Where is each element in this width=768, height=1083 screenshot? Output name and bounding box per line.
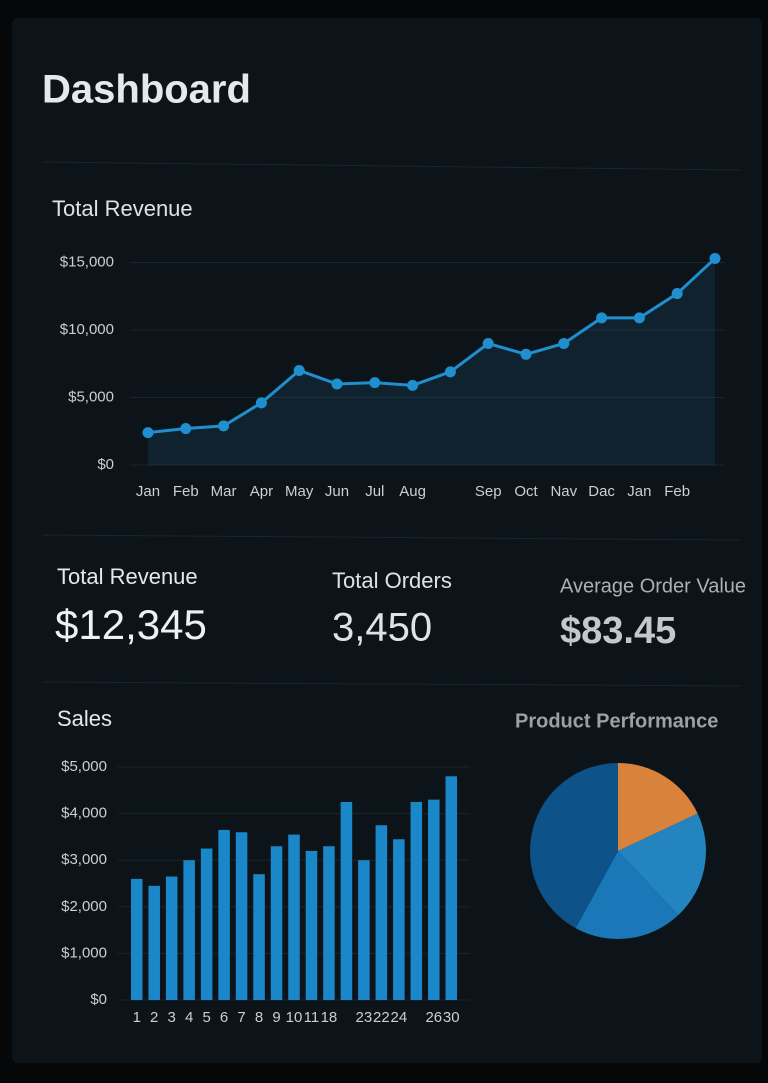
bar xyxy=(288,834,300,1000)
x-tick-label: 3 xyxy=(168,1009,176,1026)
point xyxy=(331,378,343,390)
y-tick-label: $10,000 xyxy=(60,321,114,338)
y-tick-label: $3,000 xyxy=(61,851,107,868)
x-tick-label: Jul xyxy=(365,483,384,500)
area xyxy=(148,258,715,465)
y-tick-label: $1,000 xyxy=(61,944,107,961)
bar xyxy=(270,846,283,1000)
x-tick-label: 1 xyxy=(133,1009,141,1026)
point xyxy=(407,379,419,391)
chart-title: Product Performance xyxy=(515,710,718,732)
bar xyxy=(148,885,160,1000)
x-tick-label: 4 xyxy=(185,1009,193,1026)
bar xyxy=(200,848,213,1000)
chart-title: Sales xyxy=(57,706,112,731)
x-tick-label: 5 xyxy=(202,1009,210,1026)
point xyxy=(444,366,456,378)
x-tick-label: 18 xyxy=(321,1009,338,1026)
x-tick-label: 22 xyxy=(373,1009,390,1026)
point xyxy=(218,420,230,432)
x-tick-label: 26 xyxy=(425,1009,442,1026)
x-tick-label: 8 xyxy=(255,1009,263,1026)
bar xyxy=(165,876,178,1000)
x-tick-label: Jan xyxy=(627,483,651,500)
bar xyxy=(183,860,195,1000)
bar xyxy=(340,801,353,1000)
x-tick-label: Jun xyxy=(325,483,349,500)
x-tick-label: 10 xyxy=(286,1009,303,1026)
x-tick-label: Oct xyxy=(514,483,538,500)
y-tick-label: $4,000 xyxy=(61,805,107,822)
x-tick-label: Aug xyxy=(399,483,426,500)
y-tick-label: $5,000 xyxy=(68,388,114,405)
divider xyxy=(41,681,741,687)
y-tick-label: $0 xyxy=(90,991,107,1008)
pie-slice xyxy=(530,763,618,929)
bar xyxy=(375,825,388,1000)
kpi-label: Average Order Value xyxy=(560,575,746,597)
bar xyxy=(358,860,370,1000)
y-tick-label: $15,000 xyxy=(60,253,114,270)
point xyxy=(671,288,683,300)
pie-slice xyxy=(575,851,679,940)
x-tick-label: 11 xyxy=(304,1009,320,1026)
chart-title: Total Revenue xyxy=(52,196,193,221)
kpi-label: Total Revenue xyxy=(57,564,198,589)
x-tick-label: 6 xyxy=(220,1009,228,1026)
y-tick-label: $0 xyxy=(97,456,114,473)
kpi-label: Total Orders xyxy=(332,568,452,593)
x-tick-label: Feb xyxy=(664,483,690,500)
divider xyxy=(41,534,741,541)
point xyxy=(369,377,381,389)
x-tick-label: 30 xyxy=(443,1009,460,1026)
pie-slice xyxy=(618,763,698,851)
x-tick-label: 24 xyxy=(390,1009,407,1026)
point xyxy=(596,312,608,324)
point xyxy=(520,348,532,360)
x-tick-label: Dac xyxy=(588,483,615,500)
x-tick-label: 2 xyxy=(150,1009,158,1026)
divider xyxy=(41,161,741,171)
bar xyxy=(445,776,458,1000)
x-tick-label: Jan xyxy=(136,483,160,500)
x-tick-label: 23 xyxy=(356,1009,373,1026)
point xyxy=(709,252,721,264)
point xyxy=(255,397,267,409)
x-tick-label: Nav xyxy=(550,483,577,500)
kpi-value: 3,450 xyxy=(332,606,432,650)
bar xyxy=(393,839,405,1000)
x-tick-label: 7 xyxy=(237,1009,245,1026)
x-tick-label: Apr xyxy=(250,483,273,500)
bar xyxy=(218,829,230,1000)
x-tick-label: 9 xyxy=(272,1009,280,1026)
point xyxy=(482,338,494,349)
point xyxy=(293,365,305,376)
bar xyxy=(130,878,143,1000)
x-tick-label: Sep xyxy=(475,483,502,500)
point xyxy=(633,312,645,324)
kpi-value: $83.45 xyxy=(560,610,676,652)
bar xyxy=(235,832,248,1000)
kpi-value: $12,345 xyxy=(55,601,207,648)
bar xyxy=(410,801,423,1000)
y-tick-label: $2,000 xyxy=(61,898,107,915)
bar xyxy=(428,799,440,1000)
point xyxy=(142,427,154,439)
pie-slice xyxy=(618,813,706,916)
page-title: Dashboard xyxy=(42,68,251,112)
x-tick-label: Feb xyxy=(173,483,199,500)
bar xyxy=(305,850,318,1000)
line xyxy=(147,257,717,435)
x-tick-label: May xyxy=(285,483,314,500)
y-tick-label: $5,000 xyxy=(61,758,107,775)
bar xyxy=(323,846,335,1000)
x-tick-label: Mar xyxy=(211,483,237,500)
bar xyxy=(253,874,265,1000)
point xyxy=(558,338,570,349)
point xyxy=(180,423,192,435)
